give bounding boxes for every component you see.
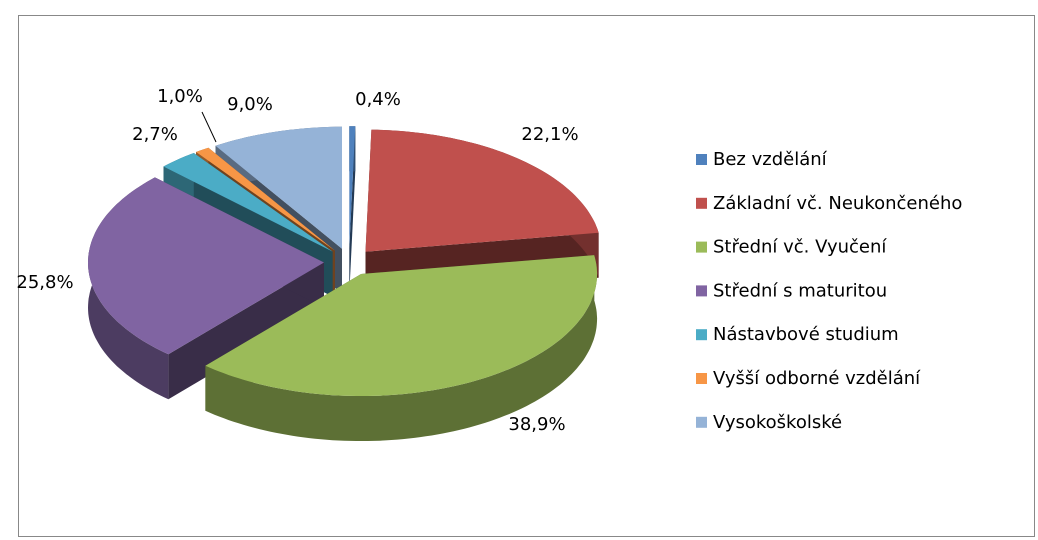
legend-label: Střední s maturitou: [713, 280, 887, 301]
legend-swatch: [696, 416, 707, 428]
legend-swatch: [696, 197, 707, 209]
legend-swatch: [696, 241, 707, 253]
slice-top: [365, 129, 599, 252]
legend-swatch: [696, 373, 707, 384]
slice-top: [215, 126, 342, 249]
data-label: 38,9%: [508, 414, 565, 435]
legend-swatch: [696, 329, 707, 341]
slice-top: [196, 147, 335, 251]
legend-label: Základní vč. Neukončeného: [713, 193, 962, 214]
data-label: 9,0%: [227, 94, 273, 115]
data-label: 22,1%: [521, 124, 578, 145]
legend-label: Nástavbové studium: [713, 324, 899, 345]
data-label: 1,0%: [157, 86, 203, 107]
slice-top: [88, 177, 324, 355]
slice-top: [163, 153, 333, 252]
data-label: 25,8%: [16, 272, 73, 293]
legend-swatch: [696, 285, 707, 297]
data-label: 0,4%: [355, 89, 401, 110]
slice-wall: [205, 255, 598, 441]
leader-line: [201, 111, 217, 143]
slice: [205, 255, 598, 441]
slice-top: [349, 126, 356, 249]
slice-top: [205, 255, 598, 396]
legend-label: Bez vzdělání: [713, 149, 828, 170]
legend-label: Střední vč. Vyučení: [713, 237, 887, 258]
legend-label: Vysokoškolské: [713, 412, 842, 433]
legend-label: Vyšší odborné vzdělání: [713, 368, 921, 389]
data-label: 2,7%: [132, 124, 178, 145]
legend-swatch: [696, 154, 707, 165]
slice: [349, 126, 356, 294]
